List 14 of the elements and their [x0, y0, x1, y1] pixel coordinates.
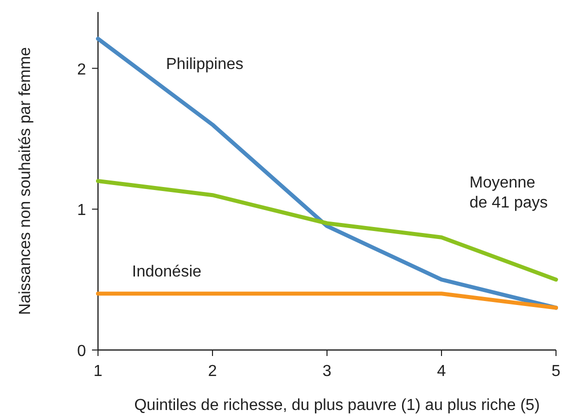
y-tick-label: 0 [77, 343, 86, 360]
line-series [96, 36, 558, 310]
x-tick-label: 3 [322, 363, 332, 380]
x-tick-label: 2 [208, 363, 218, 380]
x-tick-label: 5 [552, 363, 561, 380]
series-label: Indonésie [132, 264, 202, 281]
y-tick-label: 1 [77, 202, 86, 220]
y-tick-label: 2 [77, 61, 86, 78]
series-label: Philippines [166, 56, 244, 73]
x-tick-label: 1 [94, 363, 103, 380]
y-axis-title: Naissances non souhaités par femme [17, 47, 34, 315]
x-axis-title: Quintiles de richesse, du plus pauvre (1) au plus riche (5) [134, 397, 540, 414]
x-tick-label: 4 [437, 363, 446, 380]
text: Moyenne de 41 pays [470, 174, 548, 212]
